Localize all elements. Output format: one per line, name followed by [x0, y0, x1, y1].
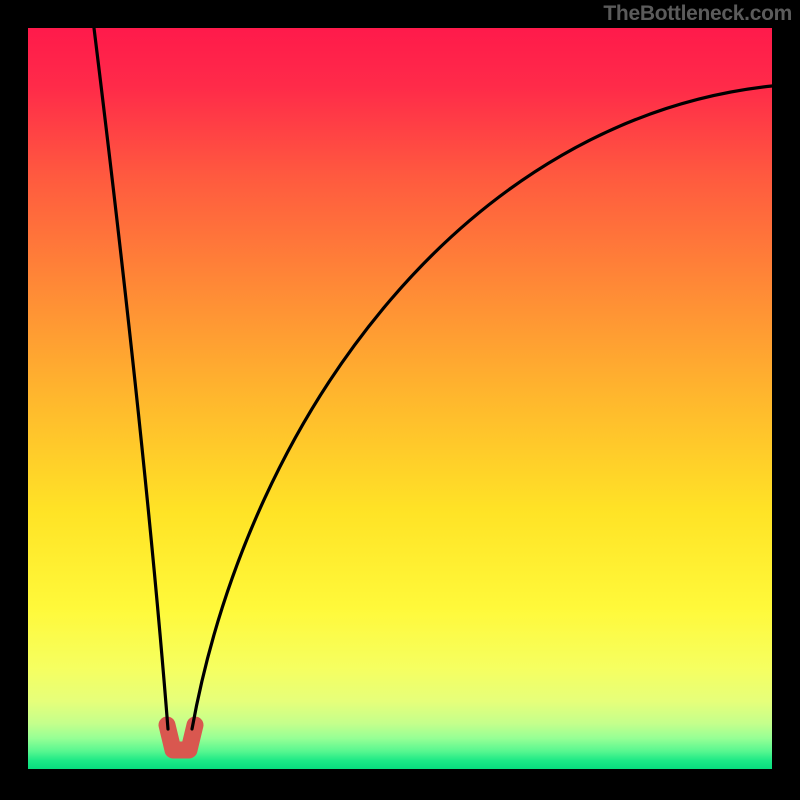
plot-background — [28, 28, 772, 772]
chart-svg — [0, 0, 800, 800]
bottleneck-chart: TheBottleneck.com — [0, 0, 800, 800]
watermark-text: TheBottleneck.com — [603, 2, 792, 26]
